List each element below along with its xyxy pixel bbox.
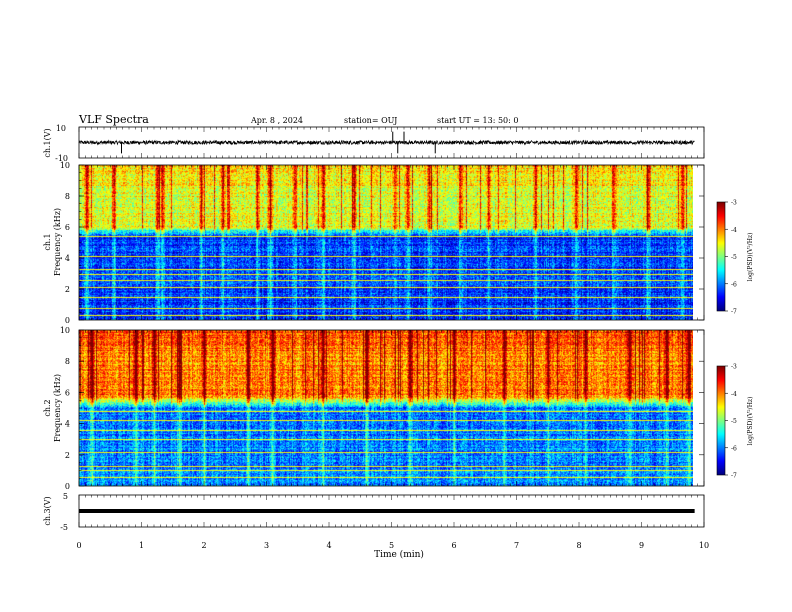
ch1-spectrogram-ytick-label: 6	[65, 223, 70, 232]
ch2-colorbar-tick-label: -6	[731, 445, 737, 452]
ch1-colorbar-tick-label: -4	[731, 227, 737, 234]
x-axis-tick-labels: 0 1 2 3 4 5 6 7 8 9 10	[76, 541, 709, 550]
figure-title: VLF Spectra	[78, 113, 149, 126]
x-tick-label: 1	[139, 541, 144, 550]
ch1-colorbar-label: log(PSD)(V²/Hz)	[747, 233, 754, 282]
ch1-waveform-ytick-bottom: -10	[55, 154, 68, 163]
ch1-colorbar-tick-label: -5	[731, 254, 737, 261]
x-tick-label: 3	[264, 541, 269, 550]
ch3-waveform-ytick-bottom: -5	[60, 523, 68, 532]
ch1-spectrogram-yticks: 0 2 4 6 8 10	[60, 161, 704, 325]
x-tick-label: 4	[326, 541, 331, 550]
ch2-spectrogram-ytick-label: 6	[65, 388, 70, 397]
ch1-spectrogram-ytick-label: 10	[60, 161, 70, 170]
ch2-colorbar-tick-label: -3	[731, 364, 737, 371]
ch1-waveform-spikes	[121, 131, 436, 154]
ch1-colorbar-tick-label: -7	[731, 309, 737, 316]
ch2-spectrogram-ytick-label: 8	[65, 357, 70, 366]
ch1-colorbar-tick-label: -6	[731, 281, 737, 288]
ch2-colorbar-ticks: -3 -4 -5 -6 -7	[725, 364, 737, 480]
ch2-spectrogram-ylabel-channel: ch.2	[43, 399, 52, 416]
ch2-spectrogram-yticks: 0 2 4 6 8 10	[60, 326, 704, 491]
ch1-spectrogram-ytick-label: 0	[65, 316, 70, 325]
x-tick-label: 10	[699, 541, 709, 550]
ch3-waveform-ytick-top: 5	[63, 492, 68, 501]
date-label: Apr. 8 , 2024	[250, 116, 303, 125]
ch1-spectrogram-ytick-label: 2	[65, 285, 70, 294]
ch1-colorbar-ticks: -3 -4 -5 -6 -7	[725, 200, 737, 316]
ch1-colorbar-tick-label: -3	[731, 200, 737, 207]
header: VLF Spectra Apr. 8 , 2024 station= OUJ s…	[78, 113, 518, 126]
ch3-waveform-panel: 5 -5 ch.3(V)	[43, 492, 705, 532]
ch3-waveform-ylabel: ch.3(V)	[43, 496, 52, 525]
ch1-waveform-trace	[78, 139, 695, 146]
ch2-colorbar-tick-label: -5	[731, 418, 737, 425]
x-tick-label: 8	[576, 541, 581, 550]
ch2-spectrogram-ytick-label: 0	[65, 482, 70, 491]
ch2-spectrogram-ytick-label: 4	[65, 420, 70, 429]
x-axis-label: Time (min)	[374, 549, 424, 560]
x-tick-label: 5	[389, 541, 394, 550]
start-time-label: start UT = 13: 50: 0	[437, 116, 518, 125]
ch2-spectrogram-ytick-label: 10	[60, 326, 70, 335]
ch1-spectrogram-ytick-label: 4	[65, 254, 70, 263]
x-axis-ticks	[78, 127, 705, 527]
ch1-waveform-ylabel: ch.1(V)	[43, 128, 52, 157]
x-tick-label: 7	[514, 541, 519, 550]
x-tick-label: 9	[639, 541, 644, 550]
ch1-spectrogram-ylabel: Frequency (kHz)	[53, 208, 62, 276]
station-label: station= OUJ	[344, 116, 397, 125]
ch1-spectrogram-ylabel-channel: ch.1	[43, 233, 52, 250]
ch2-spectrogram-ylabel: Frequency (kHz)	[53, 374, 62, 442]
ch2-spectrogram-ytick-label: 2	[65, 451, 70, 460]
ch2-colorbar-tick-label: -7	[731, 473, 737, 480]
ch2-colorbar-label: log(PSD)(V²/Hz)	[747, 397, 754, 446]
ch1-spectrogram-ytick-label: 8	[65, 192, 70, 201]
x-tick-label: 6	[451, 541, 456, 550]
ch2-colorbar-tick-label: -4	[731, 391, 737, 398]
x-tick-label: 2	[201, 541, 206, 550]
ch1-waveform-panel: 10 -10 ch.1(V)	[43, 124, 705, 163]
x-tick-label: 0	[76, 541, 81, 550]
ch1-waveform-ytick-top: 10	[56, 124, 66, 133]
